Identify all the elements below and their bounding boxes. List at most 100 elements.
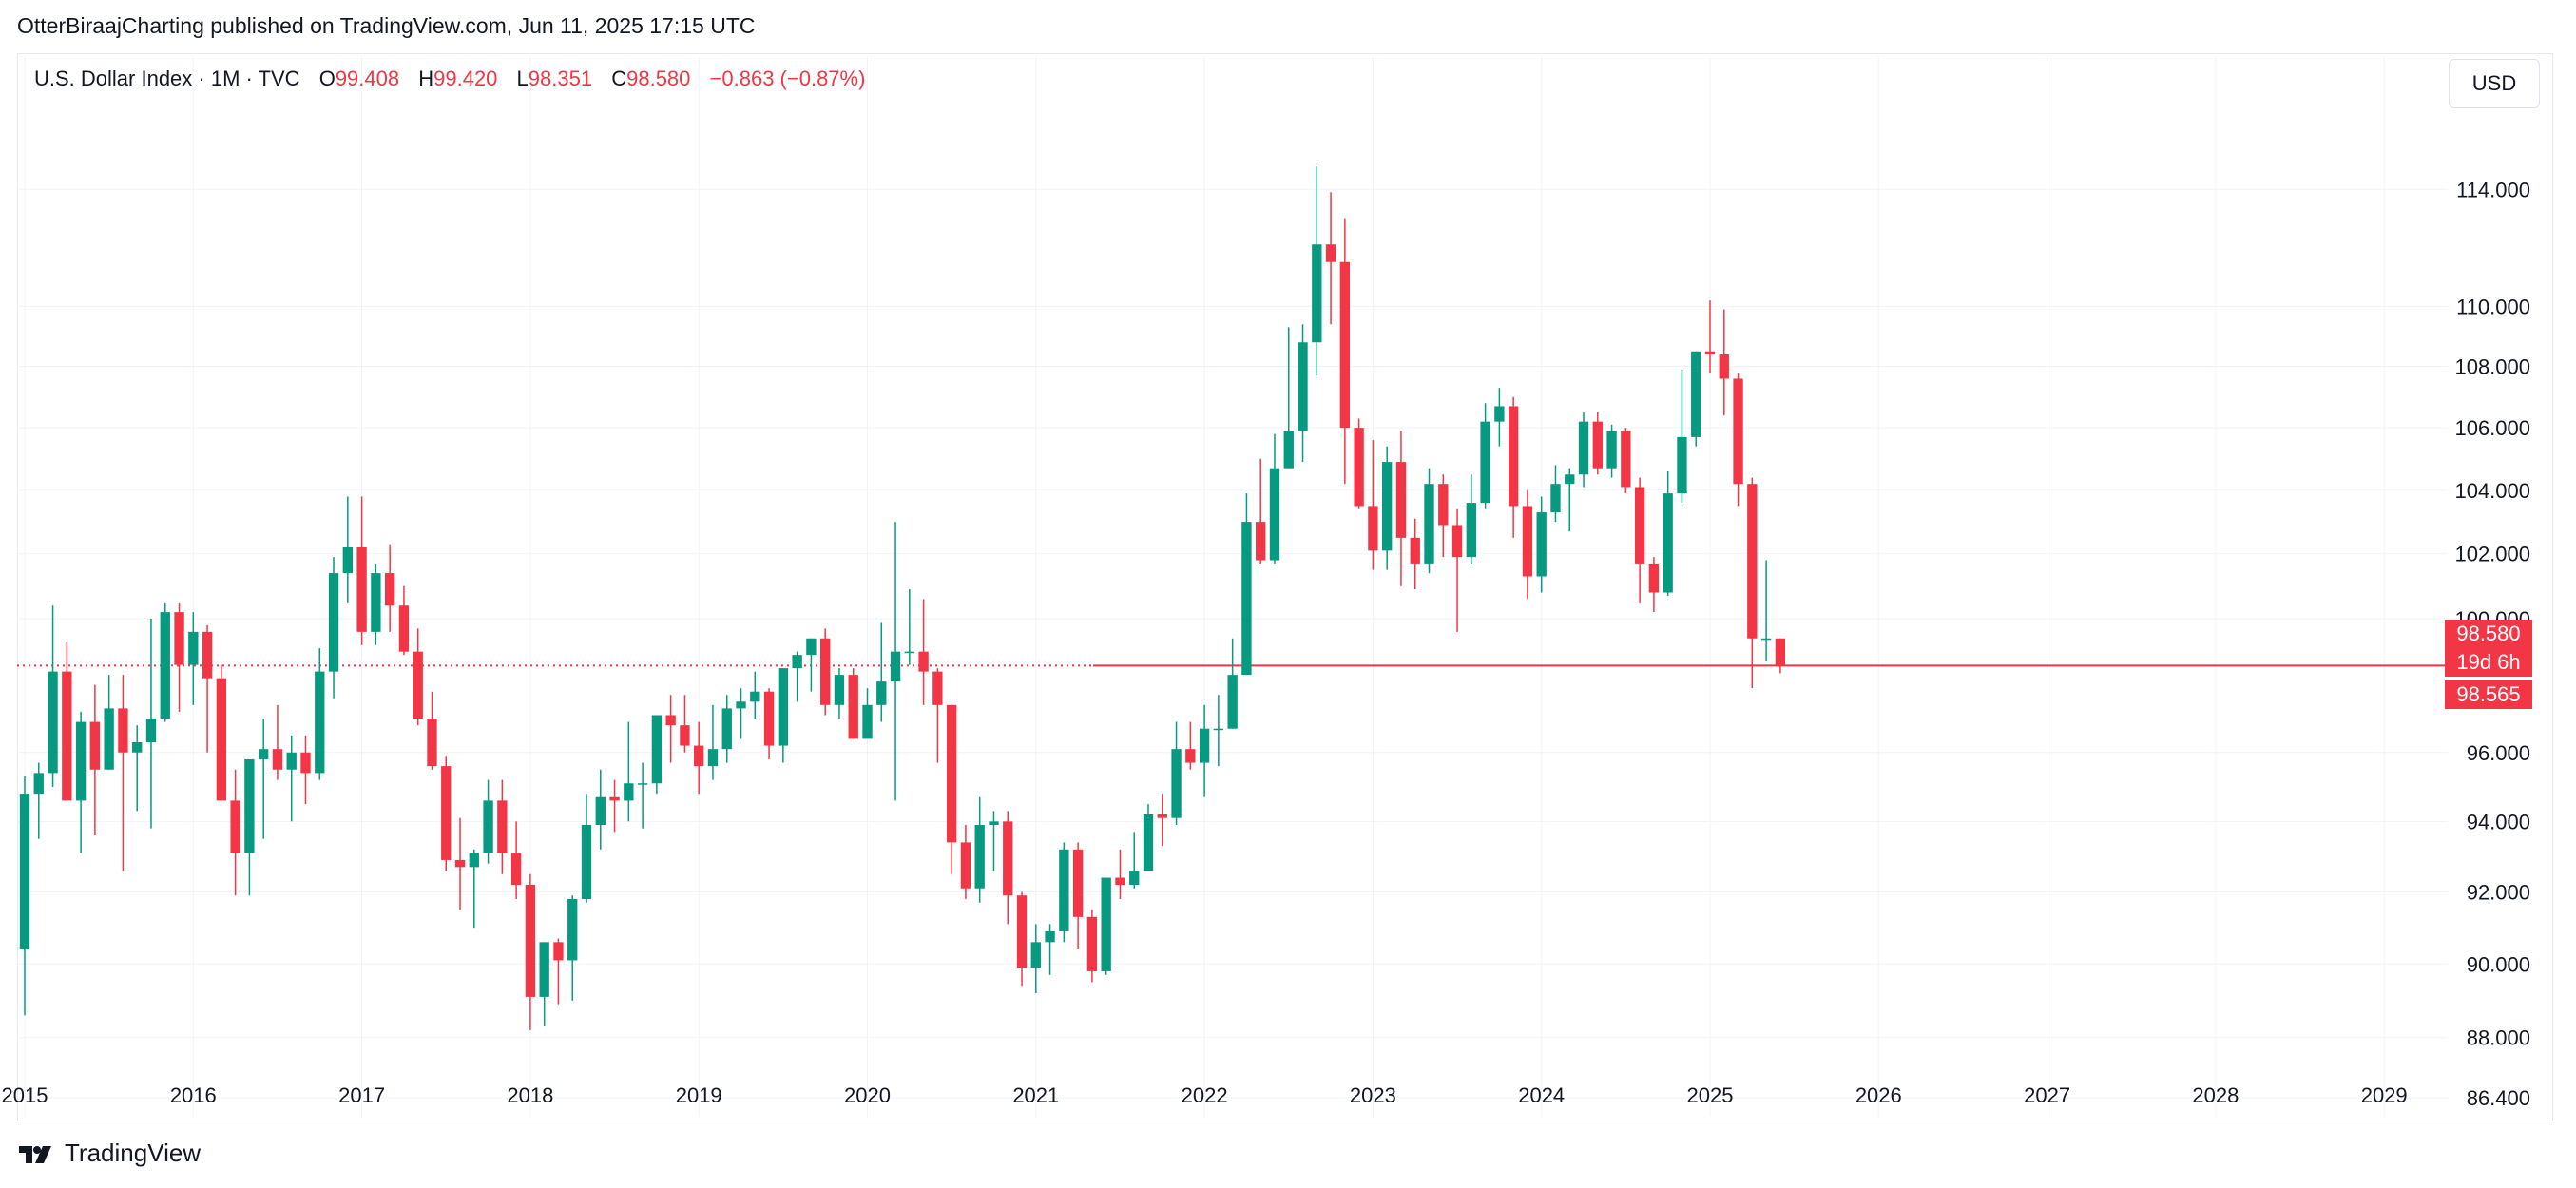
candle[interactable] — [1312, 166, 1322, 376]
candle[interactable] — [1003, 811, 1013, 925]
candle[interactable] — [1719, 309, 1729, 416]
candle[interactable] — [1115, 849, 1125, 899]
candle[interactable] — [33, 762, 44, 839]
candle[interactable] — [694, 721, 704, 795]
candle[interactable] — [581, 794, 592, 903]
candle[interactable] — [1704, 300, 1716, 374]
candle[interactable] — [300, 735, 311, 805]
candle[interactable] — [1213, 695, 1224, 767]
candle[interactable] — [525, 873, 536, 1030]
candle[interactable] — [1199, 704, 1210, 797]
candle[interactable] — [118, 675, 128, 872]
candle[interactable] — [286, 735, 297, 822]
candle[interactable] — [132, 725, 143, 812]
candle[interactable] — [834, 668, 845, 719]
candle[interactable] — [609, 779, 620, 833]
candle[interactable] — [202, 624, 213, 753]
candle[interactable] — [315, 648, 325, 780]
candle[interactable] — [469, 849, 479, 929]
candle[interactable] — [989, 811, 999, 872]
candle[interactable] — [665, 695, 676, 763]
candle[interactable] — [398, 585, 410, 656]
candle[interactable] — [510, 821, 522, 899]
candle[interactable] — [188, 612, 199, 705]
candle[interactable] — [1424, 468, 1434, 574]
candle[interactable] — [371, 563, 381, 645]
candle[interactable] — [932, 668, 943, 763]
candle[interactable] — [145, 619, 157, 829]
candle[interactable] — [1395, 431, 1407, 586]
candle[interactable] — [1354, 418, 1364, 509]
candle[interactable] — [89, 684, 101, 836]
chart-frame[interactable] — [17, 53, 2553, 1121]
candle[interactable] — [1185, 721, 1196, 770]
candle[interactable] — [595, 769, 606, 850]
candle[interactable] — [454, 817, 466, 910]
candle[interactable] — [1382, 446, 1393, 570]
candle[interactable] — [974, 796, 985, 903]
candle[interactable] — [48, 605, 58, 787]
candle[interactable] — [19, 776, 30, 1016]
candle[interactable] — [1565, 468, 1575, 532]
candle[interactable] — [1157, 794, 1167, 847]
candle[interactable] — [174, 602, 184, 712]
candle[interactable] — [1760, 560, 1772, 662]
candle[interactable] — [104, 675, 114, 770]
candle[interactable] — [1438, 474, 1449, 558]
candle[interactable] — [1451, 508, 1463, 632]
candle[interactable] — [567, 895, 578, 1001]
candle[interactable] — [1677, 369, 1687, 504]
candle[interactable] — [328, 557, 339, 699]
candle[interactable] — [272, 704, 283, 780]
candle[interactable] — [553, 938, 564, 1005]
tradingview-logo[interactable]: TradingView — [17, 1139, 201, 1168]
candle[interactable] — [244, 758, 255, 896]
candle[interactable] — [848, 668, 858, 739]
candle[interactable] — [1578, 412, 1589, 488]
candle[interactable] — [1325, 192, 1336, 325]
candle[interactable] — [624, 721, 634, 822]
currency-button[interactable]: USD — [2449, 59, 2540, 108]
candle[interactable] — [1298, 324, 1308, 463]
candle[interactable] — [259, 719, 269, 839]
candle[interactable] — [1592, 412, 1603, 475]
candle[interactable] — [1059, 842, 1069, 943]
candle[interactable] — [1171, 721, 1182, 826]
candle[interactable] — [342, 496, 353, 603]
candle[interactable] — [1339, 218, 1351, 485]
candle[interactable] — [946, 704, 957, 874]
candle[interactable] — [356, 496, 367, 645]
candle[interactable] — [483, 779, 493, 864]
candle[interactable] — [1269, 433, 1280, 564]
candle[interactable] — [904, 589, 914, 665]
candle[interactable] — [1466, 474, 1476, 564]
candle[interactable] — [1410, 518, 1420, 590]
candle[interactable] — [216, 664, 227, 801]
candle[interactable] — [1227, 638, 1238, 729]
candle[interactable] — [1747, 477, 1758, 689]
candle[interactable] — [778, 668, 789, 763]
candle[interactable] — [736, 688, 746, 739]
candle[interactable] — [1030, 924, 1041, 994]
candle[interactable] — [960, 825, 971, 899]
candle[interactable] — [862, 688, 873, 739]
candle[interactable] — [1536, 496, 1547, 593]
candle[interactable] — [62, 642, 72, 801]
candle[interactable] — [806, 638, 817, 692]
candle[interactable] — [1045, 924, 1055, 975]
candle[interactable] — [1634, 477, 1645, 603]
candle[interactable] — [1550, 465, 1561, 523]
candle[interactable] — [1621, 428, 1631, 494]
candle[interactable] — [413, 628, 423, 726]
candle[interactable] — [1101, 877, 1111, 975]
candle[interactable] — [707, 704, 719, 780]
candle[interactable] — [1072, 842, 1084, 949]
candle[interactable] — [1691, 351, 1701, 447]
candle[interactable] — [750, 671, 760, 719]
candle[interactable] — [680, 695, 690, 753]
candle[interactable] — [1256, 458, 1266, 564]
candle[interactable] — [763, 688, 775, 759]
candle[interactable] — [637, 762, 648, 829]
candle[interactable] — [1663, 470, 1673, 596]
